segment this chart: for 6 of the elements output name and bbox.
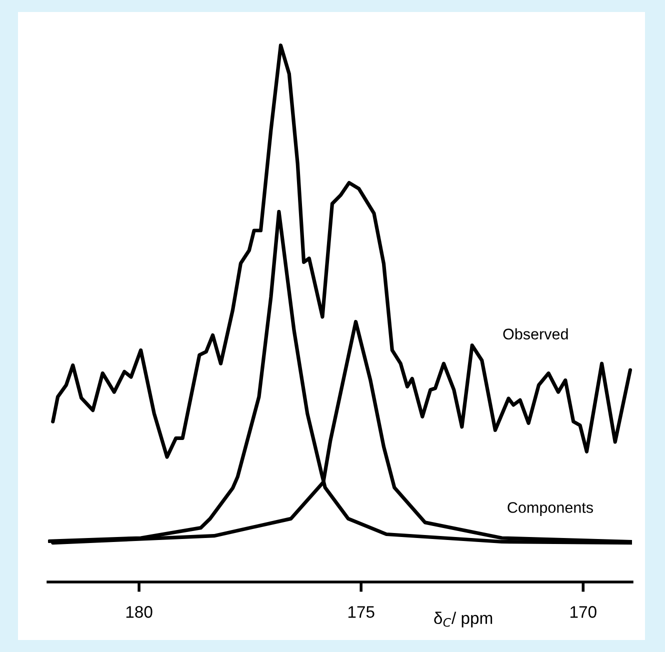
x-tick-label: 175 <box>348 606 374 618</box>
x-axis-title: δ$_{C}$/ ppm <box>434 612 492 628</box>
series-label: Components <box>508 502 594 516</box>
series-label: Observed <box>503 328 568 340</box>
x-tick-label: 180 <box>126 606 152 618</box>
x-tick-label: 170 <box>570 606 596 618</box>
